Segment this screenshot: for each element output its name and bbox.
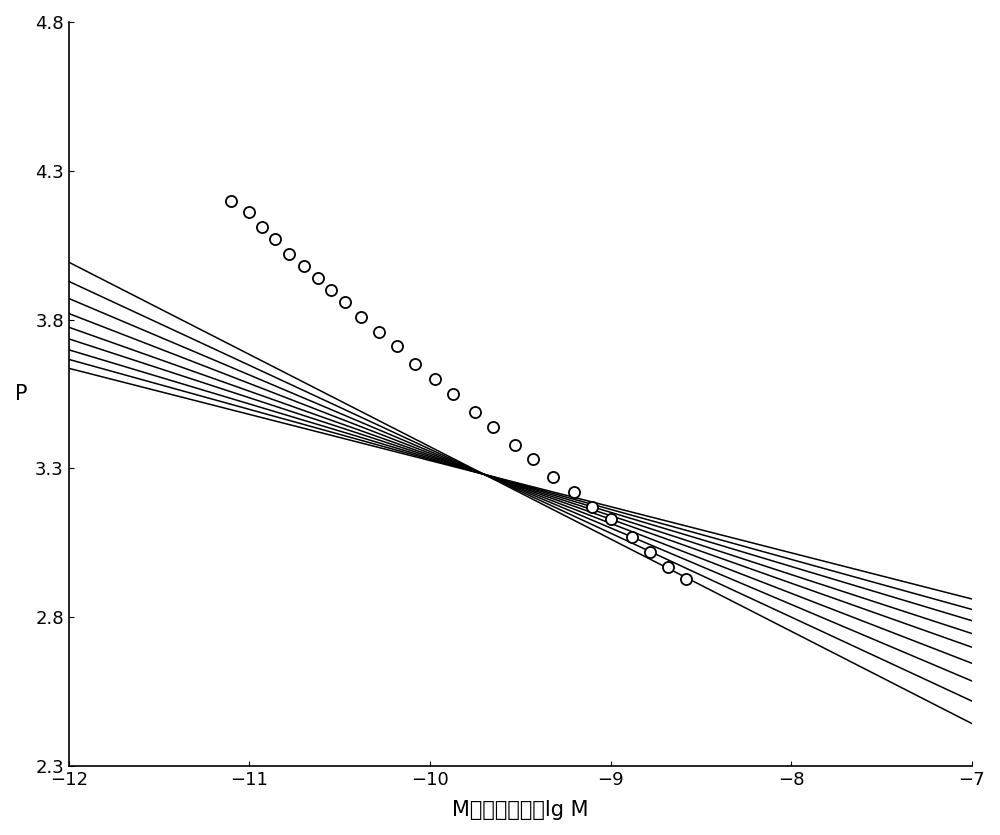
- Point: [507, 438, 523, 451]
- Point: [389, 340, 405, 353]
- Point: [281, 247, 297, 261]
- Point: [566, 485, 582, 498]
- Point: [310, 271, 326, 285]
- Point: [241, 205, 257, 219]
- Point: [223, 194, 239, 207]
- X-axis label: M的常用对数，lg M: M的常用对数，lg M: [452, 800, 588, 820]
- Point: [624, 530, 640, 544]
- Point: [427, 372, 443, 386]
- Point: [642, 545, 658, 559]
- Point: [603, 513, 619, 526]
- Point: [254, 220, 270, 234]
- Point: [660, 560, 676, 574]
- Point: [337, 295, 353, 308]
- Point: [545, 471, 561, 484]
- Point: [371, 325, 387, 338]
- Point: [485, 420, 501, 433]
- Point: [323, 283, 339, 296]
- Point: [678, 572, 694, 585]
- Point: [584, 500, 600, 514]
- Point: [267, 233, 283, 246]
- Point: [407, 357, 423, 371]
- Y-axis label: P: P: [15, 384, 27, 404]
- Point: [467, 405, 483, 418]
- Point: [353, 310, 369, 323]
- Point: [296, 260, 312, 273]
- Point: [525, 453, 541, 466]
- Point: [445, 387, 461, 401]
